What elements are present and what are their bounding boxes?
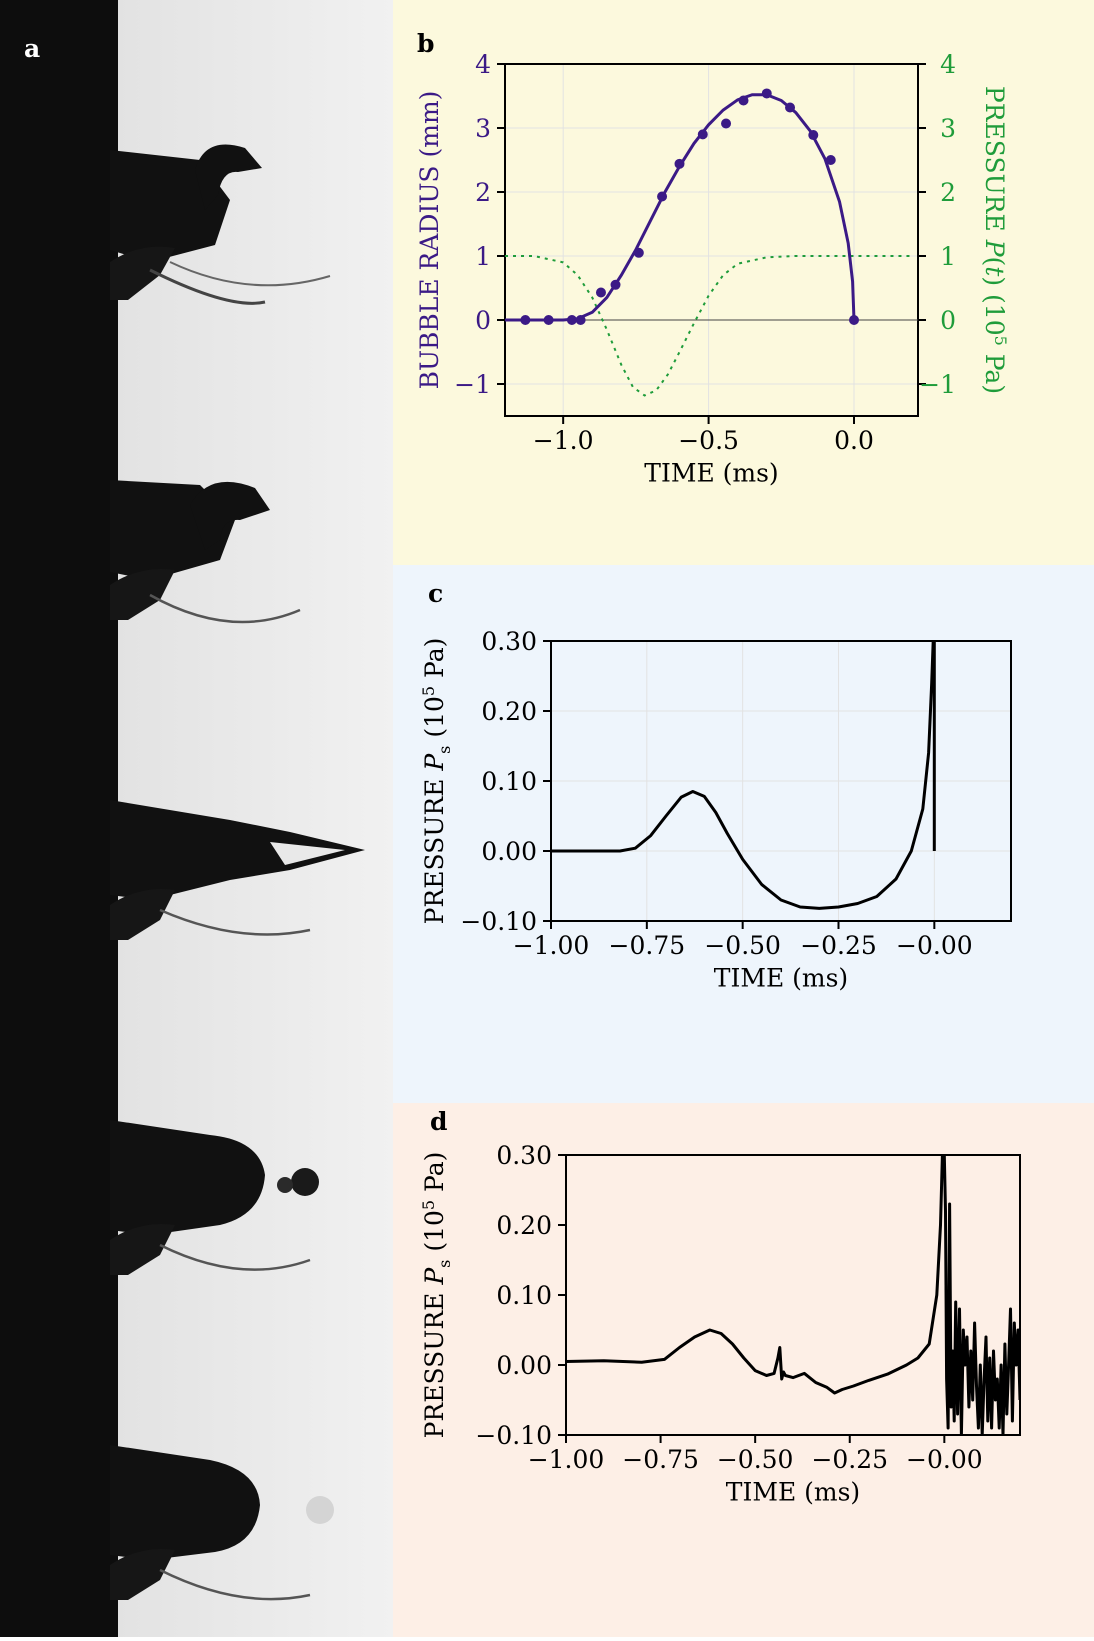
x-tick-label-2: 0.0 xyxy=(834,426,874,455)
y-axis-label-part-5: Pa) xyxy=(420,638,449,686)
y2-tick-label-1: 0 xyxy=(940,306,956,335)
radius-data-point-6 xyxy=(633,247,644,258)
radius-data-point-2 xyxy=(566,315,577,325)
radius-data-point-13 xyxy=(785,102,796,113)
y-tick-label-2: 0.10 xyxy=(496,1281,552,1310)
y-axis-label-part-1: P xyxy=(420,753,449,772)
radius-data-point-3 xyxy=(575,315,586,325)
x-tick-label-0: −1.00 xyxy=(528,1445,605,1474)
panel-c-label: c xyxy=(428,579,443,608)
x-tick-label-0: −1.00 xyxy=(513,931,590,960)
y-tick-label-2: 0.10 xyxy=(481,767,537,796)
y-tick-label-2: 1 xyxy=(475,242,491,271)
y2-tick-label-4: 3 xyxy=(940,114,956,143)
y-tick-label-4: 0.30 xyxy=(496,1141,552,1170)
y2-tick-label-5: 4 xyxy=(940,50,956,79)
y-axis-label: PRESSURE Ps (105 Pa) xyxy=(419,1152,454,1439)
y-tick-label-4: 0.30 xyxy=(481,627,537,656)
photo-frame-4 xyxy=(0,975,393,1305)
chart-b-bubble-radius-pressure: b −1.0 −0.5 0.0 −1 0 1 2 3 4 TIME (ms) −1 0 1 2 3 4 BUBB… xyxy=(415,29,1010,488)
x-tick-label-1: −0.75 xyxy=(609,931,686,960)
y2-tick-label-2: 1 xyxy=(940,242,956,271)
panel-a-label: a xyxy=(24,34,40,63)
x-tick-label-2: −0.50 xyxy=(717,1445,794,1474)
y-tick-label-3: 2 xyxy=(475,178,491,207)
radius-data-point-14 xyxy=(808,130,819,141)
radius-data-point-11 xyxy=(738,95,749,106)
snapping-shrimp-claw-frames: a xyxy=(0,0,393,1637)
radius-data-point-16 xyxy=(849,315,860,325)
radius-data-point-9 xyxy=(697,129,708,140)
y2-axis-label-part-3: t xyxy=(980,266,1009,277)
radius-data-point-10 xyxy=(721,118,732,129)
y2-axis-label-part-4: ) (10 xyxy=(980,276,1009,335)
y-axis-label-part-4: 5 xyxy=(419,686,438,696)
panel-b-label: b xyxy=(417,29,434,58)
radius-data-point-15 xyxy=(825,155,836,165)
y2-axis-label: PRESSURE P(t) (105 Pa) xyxy=(980,86,1010,394)
y-tick-label-1: 0.00 xyxy=(481,837,537,866)
chart-c-pressure-model: c −1.00 −0.75 −0.50 −0.25 −0.00 −0.10 0.00 0.10… xyxy=(419,579,1012,993)
radius-data-point-4 xyxy=(595,287,606,298)
radius-data-point-12 xyxy=(761,88,772,99)
y2-axis-label-part-5: 5 xyxy=(991,336,1010,346)
y-axis-label-part-5: Pa) xyxy=(420,1152,449,1200)
y-axis-label-part-0: PRESSURE xyxy=(420,771,449,925)
x-axis-label: TIME (ms) xyxy=(726,1478,860,1507)
x-tick-label-3: −0.25 xyxy=(800,931,877,960)
y-axis-label-part-3: (10 xyxy=(420,1210,449,1260)
radius-data-point-5 xyxy=(610,279,621,290)
panel-b-background xyxy=(393,0,1094,565)
pressure-series-line xyxy=(566,1155,1020,1435)
radius-data-point-8 xyxy=(674,158,685,169)
y-axis-label-part-2: s xyxy=(435,746,454,754)
photo-frame-5 xyxy=(0,1305,393,1637)
y-tick-label-0: −0.10 xyxy=(460,907,537,936)
y-tick-label-4: 3 xyxy=(475,114,491,143)
y-tick-label-3: 0.20 xyxy=(481,697,537,726)
y-axis-label-part-1: P xyxy=(420,1267,449,1286)
x-tick-label-2: −0.50 xyxy=(704,931,781,960)
y2-axis-label-part-2: ( xyxy=(980,257,1009,267)
y-axis-label-part-4: 5 xyxy=(419,1200,438,1210)
y-tick-label-1: 0 xyxy=(475,306,491,335)
x-tick-label-3: −0.25 xyxy=(811,1445,888,1474)
radius-data-point-0 xyxy=(520,315,531,325)
y-axis-label-part-0: PRESSURE xyxy=(420,1285,449,1439)
chart-d-pressure-measured: d −1.00 −0.75 −0.50 −0.25 −0.00 −0.10 0.00 0.10… xyxy=(419,1107,1021,1507)
y-tick-label-1: 0.00 xyxy=(496,1351,552,1380)
radius-data-point-1 xyxy=(543,315,554,325)
photo-frame-2 xyxy=(0,325,393,650)
x-axis-label: TIME (ms) xyxy=(644,459,778,488)
y-axis-label: PRESSURE Ps (105 Pa) xyxy=(419,638,454,925)
x-tick-label-4: −0.00 xyxy=(906,1445,983,1474)
x-tick-label-4: −0.00 xyxy=(896,931,973,960)
x-axis-label: TIME (ms) xyxy=(714,964,848,993)
x-tick-label-1: −0.5 xyxy=(678,426,739,455)
y-tick-label-0: −1 xyxy=(454,370,491,399)
photo-frame-1 xyxy=(0,0,393,325)
x-tick-label-0: −1.0 xyxy=(533,426,594,455)
pressure-series-line xyxy=(551,641,936,910)
y-axis-label: BUBBLE RADIUS (mm) xyxy=(415,91,444,390)
radius-data-point-7 xyxy=(657,191,668,202)
y2-tick-label-3: 2 xyxy=(940,178,956,207)
y-tick-label-5: 4 xyxy=(475,50,491,79)
y-axis-label-part-2: s xyxy=(435,1260,454,1268)
y2-axis-label-part-1: P xyxy=(980,239,1009,258)
y-tick-label-3: 0.20 xyxy=(496,1211,552,1240)
y-axis-label-part-3: (10 xyxy=(420,696,449,746)
y2-axis-label-part-0: PRESSURE xyxy=(980,86,1009,240)
y2-tick-label-0: −1 xyxy=(919,370,956,399)
panel-a-photo-sequence: a xyxy=(0,0,393,1637)
panel-d-label: d xyxy=(430,1107,447,1136)
radius-fit-line xyxy=(505,93,856,322)
photo-frame-3 xyxy=(0,650,393,975)
panel-c-background xyxy=(393,565,1094,1103)
y2-axis-label-part-6: Pa) xyxy=(980,346,1009,394)
plot-frame xyxy=(504,63,919,417)
x-tick-label-1: −0.75 xyxy=(622,1445,699,1474)
y-tick-label-0: −0.10 xyxy=(475,1421,552,1450)
